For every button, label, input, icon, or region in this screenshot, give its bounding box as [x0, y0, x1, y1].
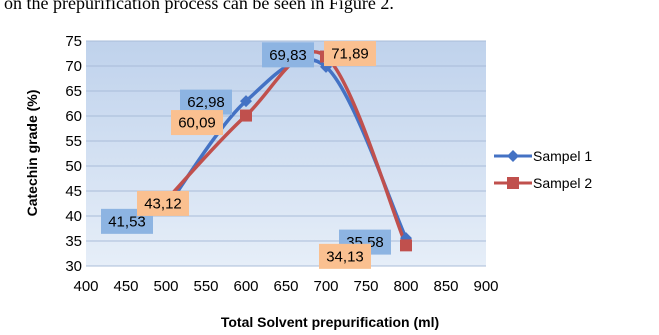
- x-tick-label: 850: [433, 278, 458, 295]
- y-tick-label: 70: [65, 58, 82, 75]
- data-label: 62,98: [187, 94, 225, 111]
- x-tick-label: 400: [73, 278, 98, 295]
- x-tick-label: 700: [313, 278, 338, 295]
- data-label: 43,12: [144, 195, 182, 212]
- legend-label: Sampel 1: [533, 148, 592, 164]
- y-tick-label: 30: [65, 258, 82, 275]
- data-label-box: [171, 110, 223, 136]
- data-label: 60,09: [178, 115, 216, 132]
- data-label-box: [319, 243, 371, 269]
- y-axis-title: Catechin grade (%): [24, 90, 40, 217]
- legend-diamond-marker: [507, 150, 519, 162]
- y-tick-label: 35: [65, 233, 82, 250]
- y-tick-label: 50: [65, 158, 82, 175]
- legend: Sampel 1 Sampel 2: [494, 148, 592, 191]
- point-marker-diamond: [240, 95, 252, 108]
- x-tick-label: 650: [273, 278, 298, 295]
- figure-caption-text: on the prepurification process can be se…: [4, 0, 394, 13]
- data-label-box: [137, 190, 189, 216]
- point-marker-square: [240, 109, 252, 122]
- y-tick-label: 45: [65, 183, 82, 200]
- legend-label: Sampel 2: [533, 175, 592, 191]
- y-tick-label: 40: [65, 208, 82, 225]
- x-tick-label: 550: [193, 278, 218, 295]
- x-axis-ticks: 400 450 500 550 600 650 700 750 800 850 900: [73, 278, 498, 295]
- data-label: 71,89: [331, 46, 369, 63]
- x-tick-label: 450: [113, 278, 138, 295]
- gridlines: [86, 40, 486, 267]
- y-tick-label: 60: [65, 108, 82, 125]
- x-tick-label: 900: [473, 278, 498, 295]
- point-marker-square: [400, 239, 412, 252]
- x-axis-title: Total Solvent prepurification (ml): [221, 314, 439, 330]
- data-label: 69,83: [269, 47, 307, 64]
- data-label: 34,13: [326, 248, 364, 265]
- x-tick-label: 600: [233, 278, 258, 295]
- data-label-box: [262, 42, 314, 68]
- x-tick-label: 750: [353, 278, 378, 295]
- x-tick-label: 500: [153, 278, 178, 295]
- y-tick-label: 65: [65, 83, 82, 100]
- y-tick-label: 75: [65, 33, 82, 50]
- data-label-box: [324, 41, 376, 67]
- legend-square-marker: [507, 177, 519, 189]
- x-tick-label: 800: [393, 278, 418, 295]
- y-axis-ticks: 30 35 40 45 50 55 60 65 70 75: [65, 33, 82, 275]
- data-label: 41,53: [108, 213, 146, 230]
- y-tick-label: 55: [65, 133, 82, 150]
